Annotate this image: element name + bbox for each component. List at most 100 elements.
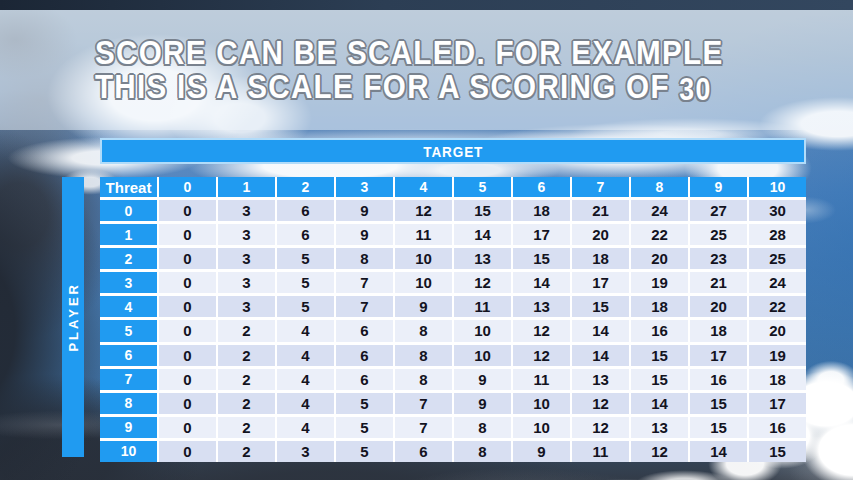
score-cell: 11 bbox=[395, 224, 452, 245]
score-cell: 13 bbox=[631, 417, 688, 438]
row-header: 5 bbox=[100, 320, 157, 341]
score-cell: 8 bbox=[454, 441, 511, 462]
score-cell: 5 bbox=[336, 417, 393, 438]
top-dark-strip bbox=[0, 0, 853, 10]
score-cell: 2 bbox=[218, 441, 275, 462]
score-cell: 12 bbox=[395, 200, 452, 221]
row-header: 9 bbox=[100, 417, 157, 438]
score-cell: 8 bbox=[395, 345, 452, 366]
score-cell: 9 bbox=[513, 441, 570, 462]
score-cell: 6 bbox=[336, 320, 393, 341]
score-cell: 24 bbox=[631, 200, 688, 221]
score-cell: 15 bbox=[631, 345, 688, 366]
score-cell: 14 bbox=[631, 393, 688, 414]
score-cell: 14 bbox=[572, 320, 629, 341]
player-header-bar: PLAYER bbox=[62, 177, 84, 457]
score-cell: 4 bbox=[277, 345, 334, 366]
score-cell: 9 bbox=[454, 393, 511, 414]
score-cell: 2 bbox=[218, 393, 275, 414]
score-cell: 11 bbox=[454, 296, 511, 317]
score-cell: 3 bbox=[218, 248, 275, 269]
score-cell: 6 bbox=[277, 200, 334, 221]
score-cell: 0 bbox=[159, 296, 216, 317]
score-cell: 23 bbox=[690, 248, 747, 269]
score-cell: 14 bbox=[454, 224, 511, 245]
score-cell: 10 bbox=[454, 320, 511, 341]
score-cell: 15 bbox=[572, 296, 629, 317]
score-cell: 18 bbox=[513, 200, 570, 221]
score-cell: 8 bbox=[454, 417, 511, 438]
col-header: 3 bbox=[336, 177, 393, 197]
score-cell: 18 bbox=[749, 369, 806, 390]
score-cell: 12 bbox=[513, 345, 570, 366]
score-cell: 3 bbox=[218, 296, 275, 317]
score-cell: 19 bbox=[631, 272, 688, 293]
score-cell: 5 bbox=[336, 393, 393, 414]
score-cell: 7 bbox=[395, 417, 452, 438]
score-cell: 18 bbox=[690, 320, 747, 341]
score-cell: 18 bbox=[572, 248, 629, 269]
score-cell: 0 bbox=[159, 369, 216, 390]
score-cell: 3 bbox=[218, 272, 275, 293]
score-cell: 14 bbox=[572, 345, 629, 366]
score-cell: 12 bbox=[513, 320, 570, 341]
row-header: 4 bbox=[100, 296, 157, 317]
score-cell: 11 bbox=[572, 441, 629, 462]
score-cell: 16 bbox=[690, 369, 747, 390]
score-cell: 12 bbox=[454, 272, 511, 293]
score-cell: 5 bbox=[277, 248, 334, 269]
score-cell: 3 bbox=[218, 200, 275, 221]
score-cell: 12 bbox=[631, 441, 688, 462]
score-cell: 16 bbox=[749, 417, 806, 438]
row-header: 2 bbox=[100, 248, 157, 269]
score-cell: 16 bbox=[631, 320, 688, 341]
score-cell: 4 bbox=[277, 320, 334, 341]
score-cell: 17 bbox=[690, 345, 747, 366]
score-cell: 6 bbox=[336, 369, 393, 390]
col-header: 0 bbox=[159, 177, 216, 197]
score-cell: 15 bbox=[454, 200, 511, 221]
score-cell: 3 bbox=[218, 224, 275, 245]
score-cell: 19 bbox=[749, 345, 806, 366]
col-header: 2 bbox=[277, 177, 334, 197]
title-number: 30 bbox=[679, 72, 711, 106]
col-header: 5 bbox=[454, 177, 511, 197]
title-line-2-text: THIS IS A SCALE FOR A SCORING OF bbox=[95, 67, 679, 105]
score-cell: 28 bbox=[749, 224, 806, 245]
score-cell: 20 bbox=[631, 248, 688, 269]
score-cell: 0 bbox=[159, 224, 216, 245]
score-cell: 27 bbox=[690, 200, 747, 221]
score-cell: 15 bbox=[690, 393, 747, 414]
col-header: 6 bbox=[513, 177, 570, 197]
score-cell: 2 bbox=[218, 320, 275, 341]
col-header: 1 bbox=[218, 177, 275, 197]
score-cell: 2 bbox=[218, 417, 275, 438]
score-cell: 4 bbox=[277, 393, 334, 414]
score-cell: 17 bbox=[513, 224, 570, 245]
score-cell: 0 bbox=[159, 320, 216, 341]
slide: SCORE CAN BE SCALED. FOR EXAMPLE THIS IS… bbox=[0, 0, 853, 480]
score-cell: 13 bbox=[454, 248, 511, 269]
score-cell: 5 bbox=[336, 441, 393, 462]
score-cell: 30 bbox=[749, 200, 806, 221]
player-label: PLAYER bbox=[66, 282, 81, 352]
score-cell: 7 bbox=[336, 296, 393, 317]
score-cell: 21 bbox=[572, 200, 629, 221]
col-header: 10 bbox=[749, 177, 806, 197]
score-cell: 5 bbox=[277, 296, 334, 317]
score-cell: 21 bbox=[690, 272, 747, 293]
score-cell: 2 bbox=[218, 345, 275, 366]
row-header: 1 bbox=[100, 224, 157, 245]
score-cell: 15 bbox=[513, 248, 570, 269]
score-cell: 24 bbox=[749, 272, 806, 293]
col-header: 7 bbox=[572, 177, 629, 197]
score-cell: 6 bbox=[395, 441, 452, 462]
score-cell: 17 bbox=[749, 393, 806, 414]
col-header: 4 bbox=[395, 177, 452, 197]
row-header: 7 bbox=[100, 369, 157, 390]
score-cell: 20 bbox=[749, 320, 806, 341]
score-cell: 9 bbox=[395, 296, 452, 317]
score-cell: 8 bbox=[336, 248, 393, 269]
score-cell: 0 bbox=[159, 441, 216, 462]
score-cell: 2 bbox=[218, 369, 275, 390]
